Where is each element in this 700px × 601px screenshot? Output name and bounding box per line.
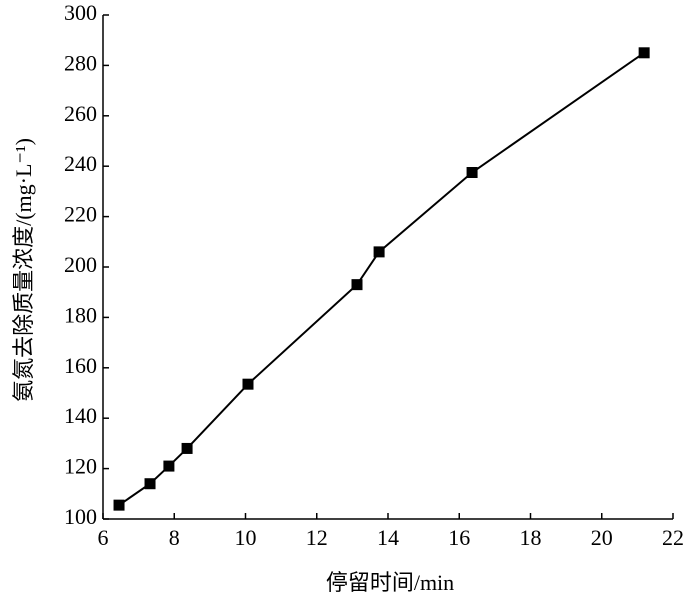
x-tick-label: 18 (520, 525, 542, 550)
x-tick-label: 10 (235, 525, 257, 550)
data-point (113, 499, 125, 511)
y-tick-label: 140 (64, 403, 97, 428)
data-point (163, 460, 175, 472)
x-tick-label: 12 (306, 525, 328, 550)
data-point (144, 478, 156, 490)
x-tick-label: 16 (448, 525, 470, 550)
y-tick-label: 280 (64, 50, 97, 75)
y-tick-label: 240 (64, 151, 97, 176)
y-axis-label: 氨氮去除质量浓度/(mg·L⁻¹) (11, 138, 36, 402)
y-tick-label: 220 (64, 202, 97, 227)
x-tick-label: 20 (591, 525, 613, 550)
y-tick-label: 180 (64, 302, 97, 327)
y-tick-label: 300 (64, 0, 97, 25)
y-tick-label: 160 (64, 353, 97, 378)
y-tick-label: 120 (64, 454, 97, 479)
data-point (351, 279, 363, 291)
data-point (373, 246, 385, 258)
data-point (466, 167, 478, 178)
x-tick-label: 22 (662, 525, 684, 550)
data-line (118, 51, 645, 506)
x-tick-label: 14 (377, 525, 399, 550)
x-tick-label: 6 (98, 525, 109, 550)
y-tick-label: 100 (64, 504, 97, 529)
data-point (638, 47, 650, 59)
x-axis-label: 停留时间/min (326, 570, 454, 595)
x-tick-label: 8 (169, 525, 180, 550)
y-tick-label: 260 (64, 101, 97, 126)
data-point (242, 378, 254, 390)
data-point (181, 442, 193, 454)
y-tick-label: 200 (64, 252, 97, 277)
